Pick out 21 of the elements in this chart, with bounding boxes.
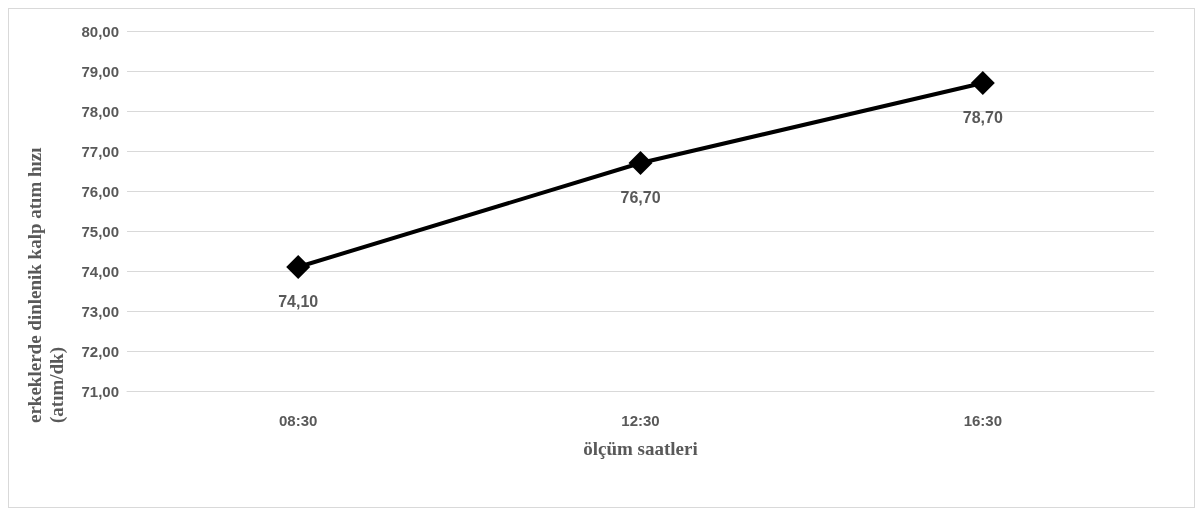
y-tick-label: 78,00 bbox=[81, 102, 119, 120]
data-label: 78,70 bbox=[962, 108, 1003, 126]
y-tick-label: 71,00 bbox=[81, 382, 119, 400]
y-tick-label: 74,00 bbox=[81, 262, 119, 280]
data-label: 76,70 bbox=[620, 188, 661, 206]
point bbox=[628, 151, 653, 175]
y-tick-label: 79,00 bbox=[81, 62, 119, 80]
y-axis-title: erkeklerde dinlenik kalp atım hızı (atım/dk) bbox=[23, 142, 68, 423]
x-axis-title: ölçüm saatleri bbox=[583, 438, 698, 459]
y-tick-label: 76,00 bbox=[81, 182, 119, 200]
x-tick-label: 16:30 bbox=[963, 412, 1003, 429]
y-tick-label: 73,00 bbox=[81, 302, 119, 320]
y-tick-label: 72,00 bbox=[81, 342, 119, 360]
y-tick-label: 75,00 bbox=[81, 222, 119, 240]
point bbox=[970, 71, 995, 95]
x-tick-label: 12:30 bbox=[621, 412, 660, 429]
y-tick-label: 77,00 bbox=[81, 142, 119, 160]
y-tick-label: 80,00 bbox=[81, 22, 119, 40]
point bbox=[286, 255, 311, 279]
data-label: 74,10 bbox=[278, 292, 319, 310]
x-tick-label: 08:30 bbox=[278, 412, 318, 429]
